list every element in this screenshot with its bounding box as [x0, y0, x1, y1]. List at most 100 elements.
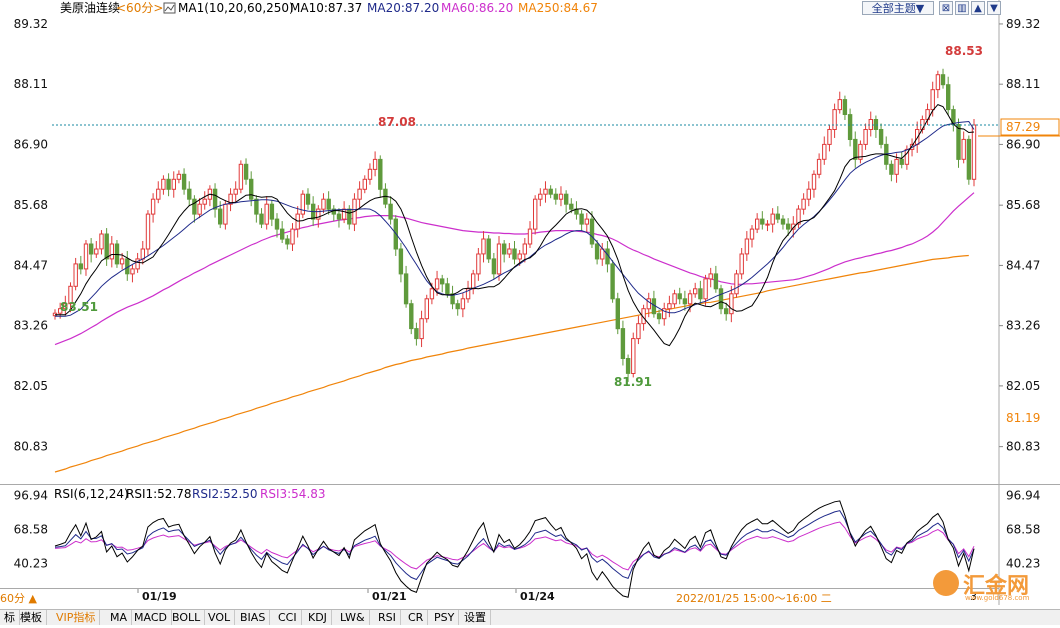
- candle-body: [274, 218, 280, 230]
- candle-body: [63, 303, 68, 310]
- candle-body: [68, 285, 73, 305]
- candle-body: [372, 158, 378, 170]
- indicator-tab-1[interactable]: 模板: [16, 610, 47, 625]
- candle-body: [156, 188, 161, 200]
- rsi3-line: [54, 521, 975, 571]
- candle-body: [290, 228, 295, 245]
- candle-body: [233, 188, 238, 195]
- indicator-tab-12[interactable]: CR: [404, 610, 429, 625]
- candle-body: [538, 193, 543, 200]
- candle-body: [491, 258, 497, 275]
- rsi-tick-label-left: 68.58: [14, 523, 48, 537]
- candle-body: [543, 188, 548, 195]
- candle-body: [868, 119, 873, 130]
- candle-body: [548, 188, 553, 195]
- candle-body: [429, 288, 435, 300]
- rsi3-value: RSI3:54.83: [260, 487, 326, 501]
- candle-body: [471, 273, 476, 290]
- candle-body: [693, 288, 698, 295]
- ma250-line: [54, 254, 969, 473]
- layout-toggle-icon[interactable]: ⊠: [939, 1, 953, 15]
- indicator-tab-10[interactable]: LW&: [336, 610, 370, 625]
- candle-body: [713, 273, 719, 290]
- zoom-out-icon[interactable]: ▼: [987, 1, 1001, 15]
- rsi1-value: RSI1:52.78: [126, 487, 192, 501]
- candle-body: [946, 84, 951, 111]
- zoom-in-icon[interactable]: ▲: [971, 1, 985, 15]
- candle-body: [119, 258, 125, 265]
- candle-body: [481, 238, 486, 255]
- candle-body: [83, 243, 89, 270]
- y-tick-label-left: 88.11: [14, 77, 48, 91]
- candle-body: [724, 308, 729, 315]
- candle-body: [584, 218, 589, 225]
- theme-select-button[interactable]: 全部主题▼: [862, 1, 934, 15]
- indicator-tab-8[interactable]: CCI: [274, 610, 302, 625]
- candle-body: [197, 203, 202, 215]
- candle-body: [326, 198, 331, 210]
- candle-body: [223, 203, 228, 225]
- candle-body: [878, 129, 884, 145]
- candle-body: [109, 243, 114, 260]
- ma20-line: [55, 120, 975, 317]
- candle-body: [703, 278, 708, 300]
- candle-body: [971, 124, 977, 180]
- indicator-tab-7[interactable]: BIAS: [236, 610, 271, 625]
- mid-high-annotation: 87.08: [378, 115, 416, 129]
- candle-body: [734, 273, 739, 295]
- ma-settings-icon-glyph: [164, 4, 175, 12]
- high-annotation: 88.53: [945, 44, 983, 58]
- candle-body: [822, 143, 827, 160]
- rsi1-line: [54, 500, 975, 598]
- candle-body: [935, 74, 941, 91]
- low-annotation: 81.91: [614, 375, 652, 389]
- indicator-tab-4[interactable]: MACD: [130, 610, 172, 625]
- candle-body: [915, 129, 920, 145]
- candle-body: [264, 203, 269, 225]
- candle-body: [58, 308, 63, 314]
- period-indicator[interactable]: 60分 ▲: [0, 592, 37, 605]
- indicator-tab-2[interactable]: VIP指标: [52, 610, 101, 625]
- indicator-tab-11[interactable]: RSI: [374, 610, 401, 625]
- candle-body: [816, 158, 822, 175]
- watermark-logo: 汇金网 www.gold678.com: [933, 568, 1053, 602]
- indicator-tab-5[interactable]: BOLL: [168, 610, 206, 625]
- indicator-tab-13[interactable]: PSY: [430, 610, 460, 625]
- candle-body: [176, 173, 182, 180]
- period-label: <60分>: [116, 1, 163, 15]
- candle-body: [801, 198, 806, 210]
- rsi-tick-label-right: 40.23: [1006, 557, 1040, 571]
- indicator-tab-6[interactable]: VOL: [204, 610, 236, 625]
- candle-body: [269, 203, 275, 220]
- y-tick-label-right: 84.47: [1006, 258, 1040, 272]
- rsi-tick-label-right: 68.58: [1006, 523, 1040, 537]
- candle-body: [853, 138, 858, 160]
- candle-body: [496, 243, 502, 275]
- candle-body: [202, 198, 207, 205]
- chart-type-icon[interactable]: ▥: [955, 1, 969, 15]
- candle-body: [873, 119, 879, 130]
- rsi2-line: [54, 510, 975, 581]
- rsi-tick-label-left: 40.23: [14, 557, 48, 571]
- candle-body: [961, 138, 966, 160]
- candle-body: [254, 198, 259, 215]
- watermark-circle-icon: [933, 570, 959, 596]
- candle-body: [455, 303, 460, 310]
- ma-settings-icon[interactable]: [163, 2, 176, 14]
- ma20-value: MA20:87.20: [367, 1, 439, 15]
- candle-body: [419, 318, 424, 340]
- indicator-tab-9[interactable]: KDJ: [304, 610, 332, 625]
- indicator-tab-14[interactable]: 设置: [460, 610, 491, 625]
- y-tick-label-left: 84.47: [14, 258, 48, 272]
- y-tick-label-right: 86.90: [1006, 137, 1040, 151]
- candle-body: [243, 163, 249, 180]
- candle-body: [527, 228, 533, 245]
- indicator-tab-0[interactable]: 标: [0, 610, 20, 625]
- candle-body: [99, 233, 104, 250]
- ma250-price-label: 81.19: [1006, 411, 1040, 425]
- indicator-tab-bar: 标模板 VIP指标 MA MACD BOLL VOL BIAS CCI KDJ LW& RSI CR P…: [0, 609, 1060, 625]
- candle-body: [357, 188, 362, 200]
- indicator-tab-3[interactable]: MA: [106, 610, 133, 625]
